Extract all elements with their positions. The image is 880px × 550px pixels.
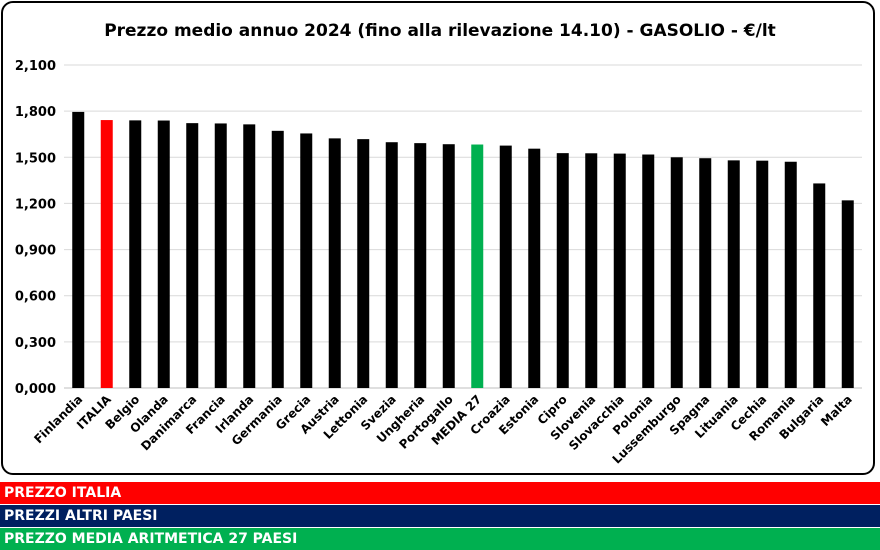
legend-prezzo-italia: PREZZO ITALIA [0, 482, 880, 504]
x-axis-labels: FinlandiaITALIABelgioOlandaDanimarcaFran… [31, 392, 855, 467]
bar-irlanda [243, 124, 256, 388]
bar-grecia [300, 133, 313, 388]
bar-slovacchia [613, 153, 626, 388]
y-tick-label: 2,100 [15, 59, 56, 74]
legend-prezzo-media: PREZZO MEDIA ARITMETICA 27 PAESI [0, 528, 880, 550]
bar-polonia [642, 154, 655, 388]
bar-italia [100, 120, 113, 388]
bar-cipro [556, 153, 569, 388]
y-tick-label: 0,300 [15, 336, 56, 351]
bar-germania [271, 130, 284, 388]
legend-prezzi-altri-paesi: PREZZI ALTRI PAESI [0, 505, 880, 527]
y-tick-label: 0,900 [15, 244, 56, 259]
x-tick-label: Malta [818, 392, 855, 429]
bars [72, 111, 854, 389]
bar-romania [784, 161, 797, 388]
bar-cechia [756, 160, 769, 388]
bar-olanda [157, 120, 170, 388]
bar-finlandia [72, 111, 85, 389]
bar-ungheria [414, 143, 427, 388]
bar-lituania [727, 160, 740, 388]
y-tick-label: 1,200 [15, 197, 56, 212]
bar-belgio [129, 120, 142, 388]
y-tick-label: 1,500 [15, 151, 56, 166]
y-tick-label: 1,800 [15, 105, 56, 120]
bar-croazia [499, 145, 512, 388]
bar-chart: Prezzo medio annuo 2024 (fino alla rilev… [15, 21, 862, 467]
bar-malta [841, 200, 854, 388]
bar-slovenia [585, 153, 598, 388]
y-tick-label: 0,600 [15, 290, 56, 305]
bar-estonia [528, 148, 541, 388]
bar-francia [214, 123, 227, 388]
bar-danimarca [186, 123, 199, 388]
bar-lussemburgo [670, 157, 683, 388]
y-tick-label: 0,000 [15, 382, 56, 397]
gridlines [64, 64, 862, 389]
bar-austria [328, 138, 341, 388]
y-axis-ticks: 0,000 0,300 0,600 0,900 1,200 1,500 1,800 2,100 [15, 59, 56, 397]
bar-svezia [385, 142, 398, 388]
chart-title: Prezzo medio annuo 2024 (fino alla rilev… [104, 21, 776, 41]
bar-bulgaria [813, 183, 826, 388]
bar-portogallo [442, 144, 455, 388]
bar-spagna [699, 158, 712, 388]
bar-lettonia [357, 139, 370, 388]
bar-media-27 [471, 144, 484, 388]
